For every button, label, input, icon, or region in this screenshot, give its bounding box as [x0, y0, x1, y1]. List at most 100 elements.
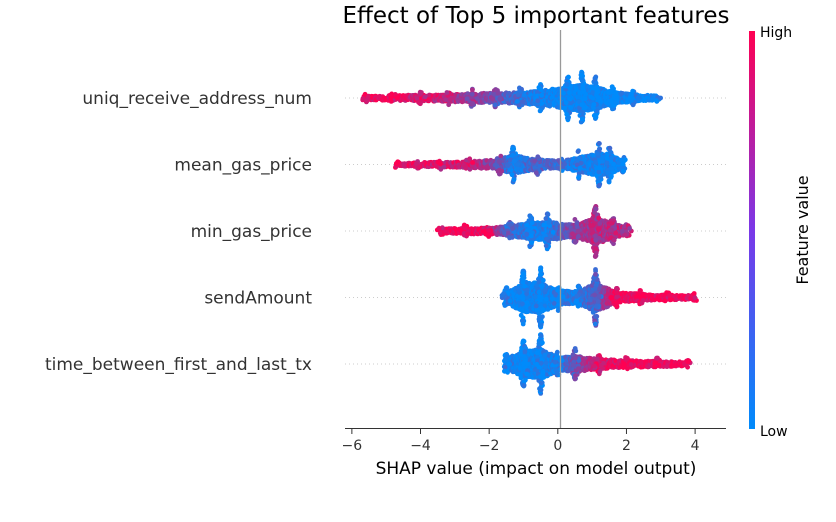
shap-point	[495, 91, 501, 96]
shap-point	[567, 96, 573, 102]
shap-point	[463, 164, 469, 170]
shap-point	[604, 160, 610, 166]
shap-point	[388, 96, 394, 102]
shap-point	[630, 102, 636, 108]
shap-point	[539, 93, 545, 98]
feature-beeswarm	[393, 141, 628, 189]
shap-point	[510, 146, 516, 152]
shap-point	[568, 105, 574, 111]
shap-point	[498, 153, 504, 159]
shap-point	[600, 158, 605, 164]
shap-point	[490, 96, 496, 102]
shap-point	[620, 161, 626, 167]
shap-point	[469, 101, 475, 106]
shap-point	[394, 95, 400, 101]
shap-point	[575, 149, 581, 155]
shap-point	[510, 152, 516, 158]
shap-point	[593, 80, 599, 86]
shap-point	[505, 163, 511, 168]
shap-point	[515, 162, 521, 168]
shap-point	[636, 96, 641, 102]
shap-point	[444, 90, 450, 95]
shap-point	[511, 158, 517, 164]
shap-point	[561, 90, 566, 96]
shap-point	[363, 98, 369, 103]
shap-point	[576, 175, 581, 181]
shap-point	[613, 100, 618, 105]
shap-point	[563, 100, 569, 106]
shap-point	[533, 170, 539, 176]
shap-point	[496, 159, 502, 165]
shap-point	[604, 155, 610, 161]
shap-point	[566, 74, 571, 80]
shap-point	[413, 161, 419, 167]
feature-beeswarm	[360, 69, 663, 125]
shap-point	[536, 85, 542, 90]
shap-point	[596, 165, 602, 171]
shap-point	[514, 99, 520, 104]
shap-point	[594, 90, 600, 96]
shap-point	[598, 98, 603, 104]
shap-point	[608, 88, 614, 94]
shap-point	[620, 168, 626, 174]
shap-point	[438, 161, 443, 167]
shap-point	[441, 164, 447, 170]
shap-point	[609, 155, 614, 161]
shap-point	[630, 88, 635, 94]
shap-point	[532, 158, 537, 164]
shap-point	[492, 102, 498, 108]
shap-point	[577, 165, 583, 171]
shap-point	[515, 92, 521, 98]
shap-point	[511, 177, 517, 183]
shap-point	[493, 162, 498, 168]
shap-point	[658, 95, 663, 101]
shap-point	[595, 94, 600, 100]
feature-beeswarm	[434, 204, 634, 259]
shap-point	[467, 156, 473, 162]
shap-point	[595, 151, 600, 157]
shap-point	[535, 154, 541, 160]
shap-points	[360, 69, 699, 396]
shap-point	[469, 91, 475, 97]
shap-point	[588, 94, 594, 100]
shap-point	[593, 159, 598, 165]
shap-point	[446, 102, 452, 108]
shap-point	[416, 99, 421, 105]
shap-point	[597, 182, 602, 188]
shap-point	[605, 170, 610, 176]
shap-point	[609, 166, 615, 172]
shap-point	[613, 91, 619, 97]
shap-point	[464, 96, 470, 101]
shap-point	[396, 159, 401, 165]
shap-point	[422, 94, 428, 100]
shap-point	[579, 78, 585, 83]
shap-point	[470, 87, 475, 93]
shap-point	[596, 141, 602, 146]
shap-point	[451, 95, 456, 100]
shap-point	[591, 102, 597, 107]
shap-point	[515, 166, 520, 172]
shap-point	[609, 173, 614, 179]
shap-point	[467, 166, 473, 172]
chart-title: Effect of Top 5 important features	[342, 3, 729, 29]
shap-point	[582, 96, 588, 102]
shap-point	[594, 108, 600, 114]
shap-point	[607, 145, 613, 151]
shap-point	[520, 99, 526, 105]
shap-point	[498, 168, 504, 174]
shap-point	[600, 154, 606, 160]
shap-point	[564, 81, 570, 87]
shap-point	[521, 92, 527, 98]
shap-point	[537, 108, 543, 114]
shap-point	[535, 98, 541, 104]
shap-point	[565, 115, 571, 121]
shap-point	[580, 83, 586, 89]
shap-point	[579, 116, 585, 122]
shap-point	[581, 105, 587, 111]
shap-point	[593, 114, 599, 120]
shap-point	[627, 95, 633, 100]
shap-point	[419, 90, 424, 95]
shap-point	[654, 98, 659, 104]
shap-point	[566, 90, 572, 95]
